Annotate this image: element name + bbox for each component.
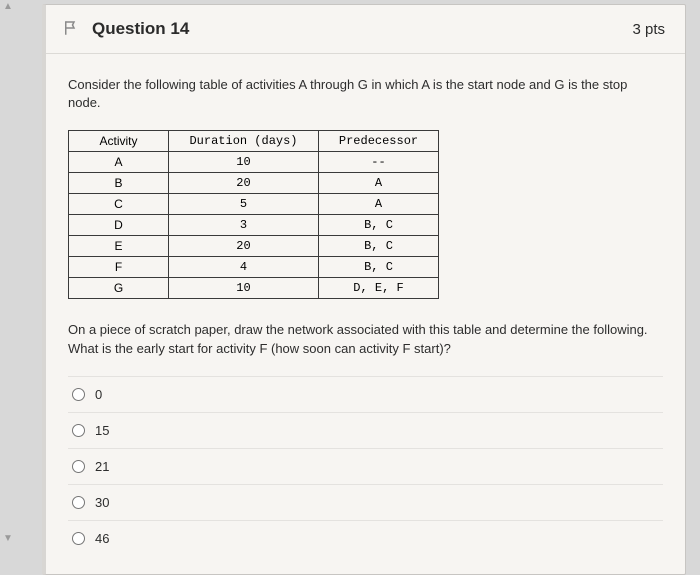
cell-duration: 20 <box>169 173 319 194</box>
scroll-down-arrow-icon[interactable]: ▼ <box>2 532 14 546</box>
table-row: A10-- <box>69 152 439 173</box>
cell-activity: C <box>69 194 169 215</box>
table-row: G10D, E, F <box>69 278 439 299</box>
cell-predecessor: -- <box>319 152 439 173</box>
table-row: B20A <box>69 173 439 194</box>
cell-predecessor: B, C <box>319 236 439 257</box>
table-row: F4B, C <box>69 257 439 278</box>
cell-duration: 20 <box>169 236 319 257</box>
option-radio[interactable] <box>72 388 85 401</box>
cell-duration: 4 <box>169 257 319 278</box>
option-row[interactable]: 21 <box>68 448 663 484</box>
cell-activity: F <box>69 257 169 278</box>
cell-predecessor: B, C <box>319 257 439 278</box>
cell-predecessor: D, E, F <box>319 278 439 299</box>
cell-activity: A <box>69 152 169 173</box>
cell-predecessor: A <box>319 194 439 215</box>
option-label: 30 <box>95 495 109 510</box>
option-radio[interactable] <box>72 460 85 473</box>
question-points: 3 pts <box>632 21 665 38</box>
prompt-top: Consider the following table of activiti… <box>68 76 663 112</box>
col-header-duration: Duration (days) <box>169 131 319 152</box>
option-label: 15 <box>95 423 109 438</box>
col-header-activity: Activity <box>69 131 169 152</box>
option-row[interactable]: 15 <box>68 412 663 448</box>
flag-icon[interactable] <box>62 19 80 37</box>
activities-tbody: A10--B20AC5AD3B, CE20B, CF4B, CG10D, E, … <box>69 152 439 299</box>
question-card: Question 14 3 pts Consider the following… <box>42 4 686 575</box>
table-row: E20B, C <box>69 236 439 257</box>
option-label: 46 <box>95 531 109 546</box>
table-row: D3B, C <box>69 215 439 236</box>
option-radio[interactable] <box>72 496 85 509</box>
option-radio[interactable] <box>72 532 85 545</box>
col-header-predecessor: Predecessor <box>319 131 439 152</box>
cell-predecessor: A <box>319 173 439 194</box>
question-body: Consider the following table of activiti… <box>46 54 685 574</box>
cell-activity: D <box>69 215 169 236</box>
prompt-bottom: On a piece of scratch paper, draw the ne… <box>68 321 663 357</box>
option-row[interactable]: 0 <box>68 376 663 412</box>
option-radio[interactable] <box>72 424 85 437</box>
scroll-up-arrow-icon[interactable]: ▲ <box>2 0 14 14</box>
question-title: Question 14 <box>92 19 189 39</box>
cell-duration: 10 <box>169 278 319 299</box>
option-label: 21 <box>95 459 109 474</box>
activities-table: Activity Duration (days) Predecessor A10… <box>68 130 439 299</box>
cell-activity: B <box>69 173 169 194</box>
vertical-scrollbar[interactable]: ▲ ▼ <box>2 0 14 546</box>
cell-activity: E <box>69 236 169 257</box>
table-row: C5A <box>69 194 439 215</box>
question-header: Question 14 3 pts <box>46 5 685 54</box>
option-label: 0 <box>95 387 102 402</box>
cell-duration: 3 <box>169 215 319 236</box>
option-row[interactable]: 46 <box>68 520 663 556</box>
cell-duration: 5 <box>169 194 319 215</box>
answer-options: 0 15 21 30 46 <box>68 376 663 564</box>
cell-duration: 10 <box>169 152 319 173</box>
cell-activity: G <box>69 278 169 299</box>
option-row[interactable]: 30 <box>68 484 663 520</box>
cell-predecessor: B, C <box>319 215 439 236</box>
